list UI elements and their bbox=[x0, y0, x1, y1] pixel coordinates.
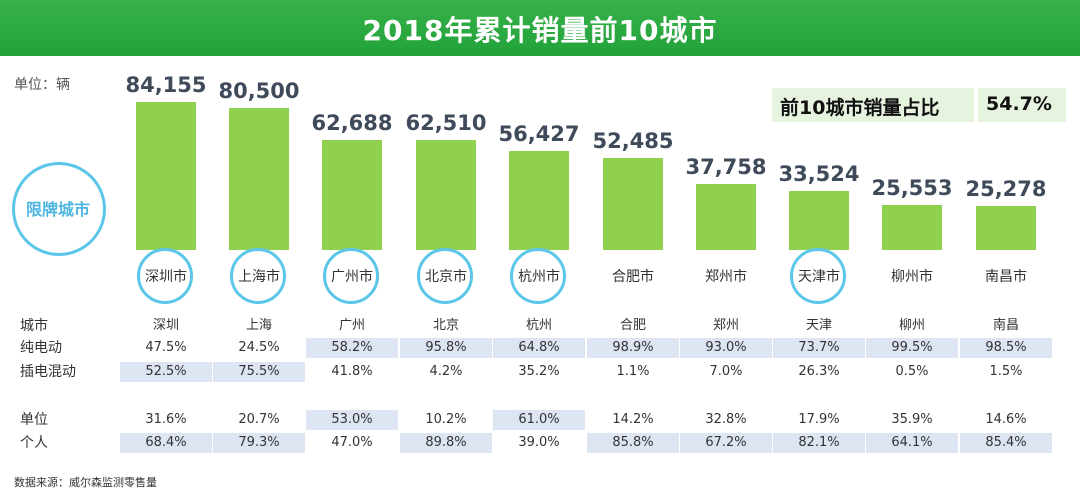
bar-9 bbox=[882, 205, 942, 250]
table-cell: 广州 bbox=[338, 318, 365, 333]
table-cell: 75.5% bbox=[213, 362, 305, 382]
table-cell: 32.8% bbox=[705, 412, 747, 427]
table-cell: 35.9% bbox=[891, 412, 933, 427]
table-cell: 53.0% bbox=[306, 410, 398, 430]
table-cell: 61.0% bbox=[493, 410, 585, 430]
restricted-city-ring-icon bbox=[790, 248, 846, 304]
table-cell: 14.2% bbox=[612, 412, 654, 427]
table-cell: 4.2% bbox=[429, 364, 463, 379]
table-cell: 35.2% bbox=[518, 364, 560, 379]
row-label-phev: 插电混动 bbox=[20, 364, 76, 380]
table-cell: 31.6% bbox=[145, 412, 187, 427]
bar-value-label: 56,427 bbox=[498, 121, 580, 146]
restricted-city-ring-icon bbox=[230, 248, 286, 304]
table-cell: 79.3% bbox=[213, 433, 305, 453]
table-cell: 58.2% bbox=[306, 338, 398, 358]
table-cell: 95.8% bbox=[400, 338, 492, 358]
bar-3 bbox=[322, 139, 382, 250]
bar-10 bbox=[976, 205, 1036, 250]
table-cell: 73.7% bbox=[773, 338, 865, 358]
bar-value-label: 37,758 bbox=[685, 154, 767, 179]
table-cell: 85.8% bbox=[587, 433, 679, 453]
row-label-cities: 城市 bbox=[20, 318, 48, 334]
restricted-city-ring-icon bbox=[510, 248, 566, 304]
table-cell: 47.0% bbox=[331, 435, 373, 450]
bar-4 bbox=[416, 140, 476, 250]
table-cell: 上海 bbox=[245, 318, 272, 333]
table-cell: 17.9% bbox=[798, 412, 840, 427]
table-cell: 52.5% bbox=[120, 362, 212, 382]
share-separator bbox=[974, 88, 978, 122]
share-value: 54.7% bbox=[986, 93, 1052, 115]
chart-title: 2018年累计销量前10城市 bbox=[362, 14, 718, 47]
table-cell: 1.5% bbox=[989, 364, 1023, 379]
table-cell: 1.1% bbox=[616, 364, 650, 379]
restricted-city-ring-icon bbox=[417, 248, 473, 304]
row-label-personal: 个人 bbox=[20, 435, 48, 451]
bar-6 bbox=[603, 157, 663, 250]
table-cell: 41.8% bbox=[331, 364, 373, 379]
restricted-city-ring-icon bbox=[137, 248, 193, 304]
bar-7 bbox=[696, 183, 756, 250]
table-cell: 合肥 bbox=[619, 318, 646, 333]
source-note: 数据来源：威尔森监测零售量 bbox=[14, 476, 157, 489]
title-bar: 2018年累计销量前10城市 bbox=[0, 0, 1080, 56]
table-cell: 7.0% bbox=[709, 364, 743, 379]
table-cell: 24.5% bbox=[238, 340, 280, 355]
table-cell: 68.4% bbox=[120, 433, 212, 453]
bar-value-label: 62,688 bbox=[311, 110, 393, 135]
row-label-ev: 纯电动 bbox=[20, 340, 62, 356]
table-cell: 85.4% bbox=[960, 433, 1052, 453]
category-label: 南昌市 bbox=[985, 269, 1027, 285]
bar-8 bbox=[789, 191, 849, 250]
table-cell: 93.0% bbox=[680, 338, 772, 358]
table-cell: 64.8% bbox=[493, 338, 585, 358]
bar-value-label: 52,485 bbox=[592, 128, 674, 153]
table-cell: 39.0% bbox=[518, 435, 560, 450]
bar-value-label: 84,155 bbox=[125, 73, 207, 97]
table-cell: 杭州 bbox=[525, 318, 552, 333]
bar-value-label: 62,510 bbox=[405, 111, 487, 136]
bar-value-label: 25,553 bbox=[871, 176, 953, 201]
table-cell: 98.5% bbox=[960, 338, 1052, 358]
table-cell: 0.5% bbox=[895, 364, 929, 379]
unit-label: 单位：辆 bbox=[14, 77, 70, 93]
table-cell: 郑州 bbox=[712, 318, 739, 333]
table-cell: 柳州 bbox=[898, 318, 925, 333]
table-cell: 67.2% bbox=[680, 433, 772, 453]
table-cell: 南昌 bbox=[992, 318, 1019, 333]
table-cell: 47.5% bbox=[145, 340, 187, 355]
table-cell: 北京 bbox=[432, 318, 459, 333]
restricted-label: 限牌城市 bbox=[25, 200, 90, 219]
bar-5 bbox=[509, 150, 569, 250]
restricted-ring-icon bbox=[12, 162, 106, 256]
table-cell: 14.6% bbox=[985, 412, 1027, 427]
share-box: 前10城市销量占比 54.7% bbox=[772, 88, 1066, 122]
table-cell: 98.9% bbox=[587, 338, 679, 358]
table-cell: 82.1% bbox=[773, 433, 865, 453]
bar-2 bbox=[229, 108, 289, 250]
category-label: 合肥市 bbox=[612, 269, 654, 285]
table-cell: 64.1% bbox=[866, 433, 958, 453]
row-label-org: 单位 bbox=[20, 412, 48, 428]
bar-value-label: 33,524 bbox=[778, 162, 860, 187]
restricted-city-ring-icon bbox=[323, 248, 379, 304]
bar-value-label: 25,278 bbox=[965, 176, 1047, 201]
category-label: 柳州市 bbox=[891, 269, 933, 285]
table-cell: 10.2% bbox=[425, 412, 467, 427]
table-cell: 20.7% bbox=[238, 412, 280, 427]
share-label: 前10城市销量占比 bbox=[780, 97, 940, 119]
table-cell: 天津 bbox=[805, 318, 832, 333]
bar-1 bbox=[136, 102, 196, 250]
table-cell: 26.3% bbox=[798, 364, 840, 379]
category-label: 郑州市 bbox=[705, 269, 747, 285]
table-cell: 99.5% bbox=[866, 338, 958, 358]
table-cell: 89.8% bbox=[400, 433, 492, 453]
table-cell: 深圳 bbox=[152, 318, 179, 333]
bar-value-label: 80,500 bbox=[218, 79, 300, 104]
